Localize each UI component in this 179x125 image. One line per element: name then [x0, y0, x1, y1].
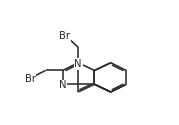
Text: N: N — [59, 80, 66, 90]
Text: N: N — [74, 59, 82, 69]
Text: Br: Br — [59, 31, 71, 41]
Text: Br: Br — [25, 74, 36, 84]
